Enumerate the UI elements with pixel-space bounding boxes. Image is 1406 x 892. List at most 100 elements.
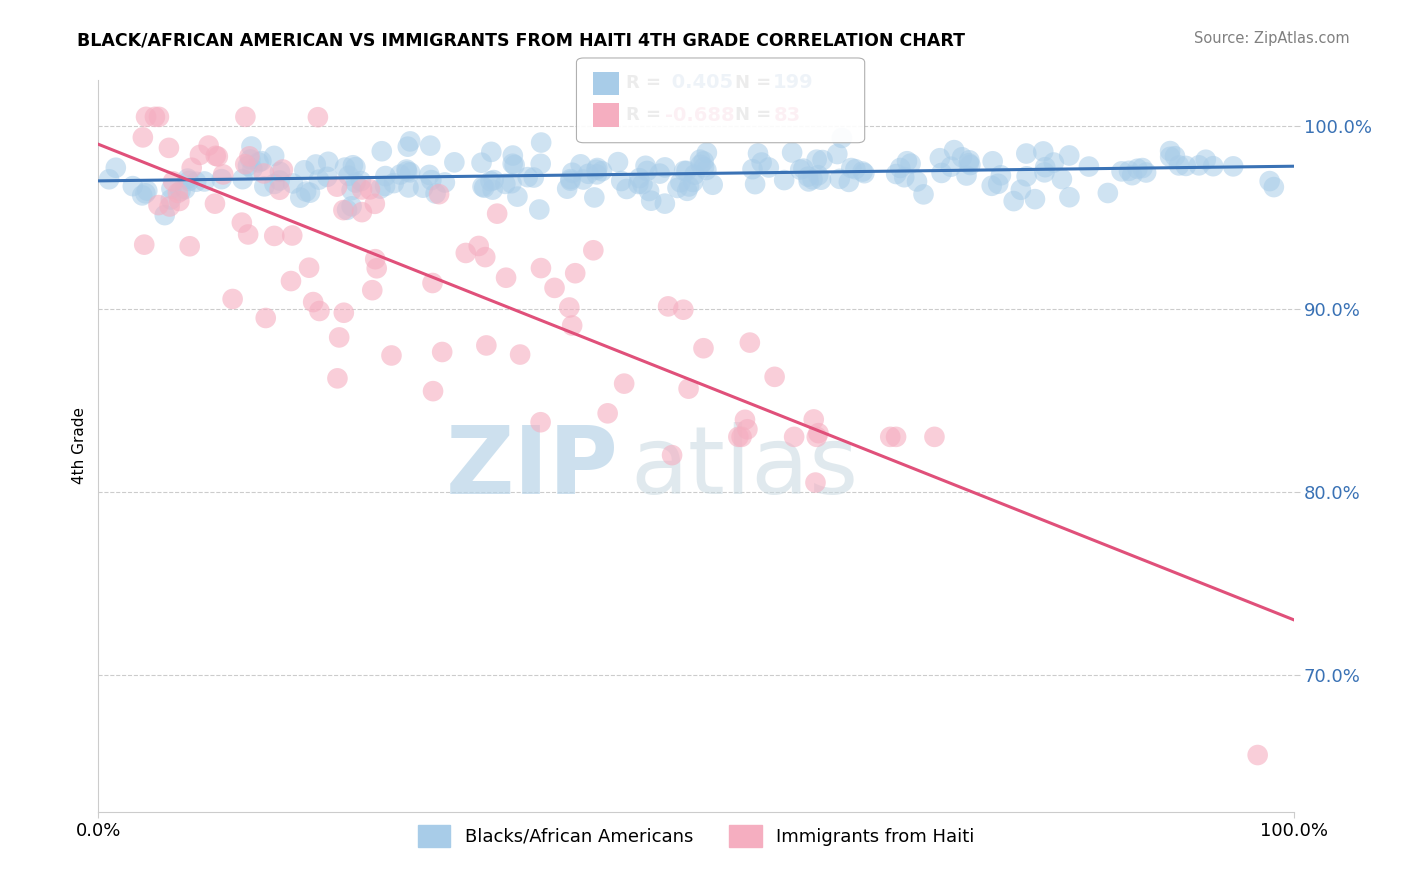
Blacks/African Americans (831, 131, 853, 145)
Immigrants from Haiti (179, 239, 201, 253)
Blacks/African Americans (420, 173, 443, 187)
Immigrants from Haiti (271, 162, 294, 177)
Blacks/African Americans (789, 162, 811, 177)
Blacks/African Americans (640, 194, 662, 208)
Blacks/African Americans (1015, 169, 1038, 184)
Blacks/African Americans (583, 190, 606, 204)
Blacks/African Americans (638, 184, 661, 198)
Blacks/African Americans (396, 164, 419, 178)
Immigrants from Haiti (298, 260, 321, 275)
Immigrants from Haiti (326, 179, 349, 194)
Blacks/African Americans (773, 173, 796, 187)
Blacks/African Americans (340, 199, 363, 213)
Blacks/African Americans (433, 176, 456, 190)
Immigrants from Haiti (221, 292, 243, 306)
Blacks/African Americans (502, 148, 524, 162)
Blacks/African Americans (1121, 168, 1143, 182)
Blacks/African Americans (136, 184, 159, 198)
Immigrants from Haiti (613, 376, 636, 391)
Blacks/African Americans (555, 182, 578, 196)
Blacks/African Americans (333, 161, 356, 175)
Blacks/African Americans (648, 167, 671, 181)
Blacks/African Americans (905, 174, 928, 188)
Immigrants from Haiti (333, 306, 356, 320)
Blacks/African Americans (174, 182, 197, 196)
Immigrants from Haiti (332, 203, 354, 218)
Blacks/African Americans (1188, 158, 1211, 172)
Blacks/African Americans (290, 191, 312, 205)
Blacks/African Americans (336, 202, 359, 217)
Immigrants from Haiti (132, 130, 155, 145)
Blacks/African Americans (1258, 174, 1281, 188)
Immigrants from Haiti (530, 261, 553, 276)
Blacks/African Americans (959, 158, 981, 172)
Immigrants from Haiti (359, 182, 381, 196)
Blacks/African Americans (1135, 165, 1157, 179)
Blacks/African Americans (654, 196, 676, 211)
Blacks/African Americans (253, 179, 276, 194)
Immigrants from Haiti (530, 415, 553, 429)
Blacks/African Americans (269, 165, 291, 179)
Blacks/African Americans (1002, 194, 1025, 208)
Blacks/African Americans (153, 208, 176, 222)
Text: R =: R = (626, 74, 661, 92)
Blacks/African Americans (395, 162, 418, 177)
Blacks/African Americans (751, 155, 773, 169)
Blacks/African Americans (501, 176, 523, 190)
Blacks/African Americans (418, 168, 440, 182)
Immigrants from Haiti (474, 250, 496, 264)
Immigrants from Haiti (238, 149, 260, 163)
Blacks/African Americans (741, 162, 763, 177)
Blacks/African Americans (893, 170, 915, 185)
Blacks/African Americans (316, 154, 339, 169)
Immigrants from Haiti (558, 301, 581, 315)
Immigrants from Haiti (307, 110, 329, 124)
Text: atlas: atlas (630, 422, 859, 514)
Blacks/African Americans (1097, 186, 1119, 200)
Blacks/African Americans (696, 145, 718, 160)
Blacks/African Americans (374, 169, 396, 183)
Blacks/African Americans (1042, 155, 1064, 169)
Blacks/African Americans (689, 158, 711, 172)
Blacks/African Americans (810, 172, 832, 186)
Immigrants from Haiti (159, 199, 181, 213)
Blacks/African Americans (943, 143, 966, 157)
Blacks/African Americans (211, 172, 233, 186)
Blacks/African Americans (250, 154, 273, 169)
Immigrants from Haiti (143, 110, 166, 124)
Immigrants from Haiti (148, 198, 170, 212)
Blacks/African Americans (398, 180, 420, 194)
Immigrants from Haiti (661, 448, 683, 462)
Blacks/African Americans (683, 168, 706, 182)
Blacks/African Americans (236, 159, 259, 173)
Blacks/African Americans (801, 172, 824, 186)
Immigrants from Haiti (884, 430, 907, 444)
Text: Source: ZipAtlas.com: Source: ZipAtlas.com (1194, 31, 1350, 46)
Immigrants from Haiti (308, 304, 330, 318)
Blacks/African Americans (482, 173, 505, 187)
Blacks/African Americans (591, 164, 613, 178)
Immigrants from Haiti (148, 110, 170, 124)
Blacks/African Americans (1159, 144, 1181, 158)
Immigrants from Haiti (328, 330, 350, 344)
Blacks/African Americans (370, 181, 392, 195)
Blacks/African Americans (669, 175, 692, 189)
Immigrants from Haiti (364, 252, 387, 267)
Immigrants from Haiti (582, 244, 605, 258)
Immigrants from Haiti (235, 110, 257, 124)
Immigrants from Haiti (692, 341, 714, 355)
Blacks/African Americans (981, 154, 1004, 169)
Blacks/African Americans (695, 163, 717, 178)
Blacks/African Americans (516, 170, 538, 185)
Immigrants from Haiti (734, 413, 756, 427)
Text: BLACK/AFRICAN AMERICAN VS IMMIGRANTS FROM HAITI 4TH GRADE CORRELATION CHART: BLACK/AFRICAN AMERICAN VS IMMIGRANTS FRO… (77, 31, 966, 49)
Blacks/African Americans (419, 138, 441, 153)
Blacks/African Americans (479, 174, 502, 188)
Immigrants from Haiti (783, 430, 806, 444)
Blacks/African Americans (900, 156, 922, 170)
Blacks/African Americans (673, 164, 696, 178)
Immigrants from Haiti (134, 237, 156, 252)
Immigrants from Haiti (486, 207, 509, 221)
Blacks/African Americans (1032, 145, 1054, 159)
Blacks/African Americans (503, 158, 526, 172)
